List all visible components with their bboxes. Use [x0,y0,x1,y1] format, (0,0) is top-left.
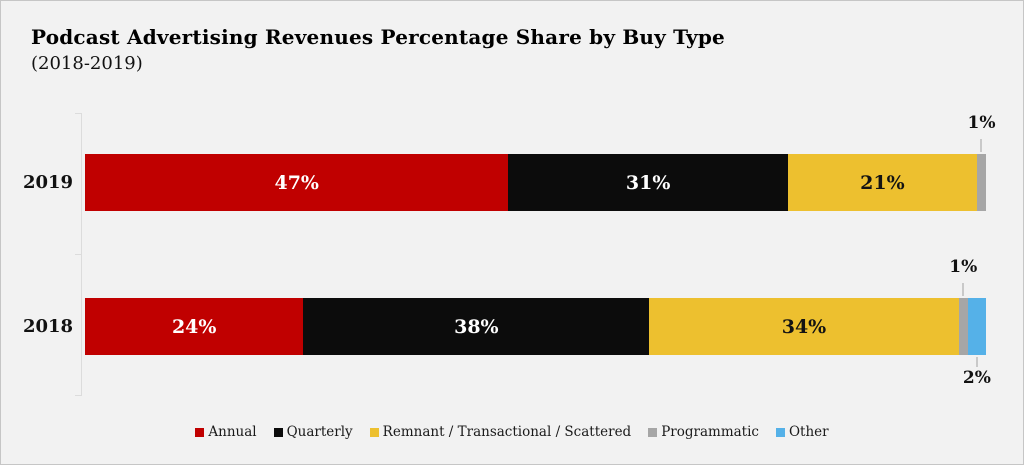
legend-label: Quarterly [286,424,353,440]
bar-segment-other-2018 [967,298,986,355]
legend-item-quarterly: Quarterly [273,424,353,440]
bar-segment-annual-2018: 24% [85,298,304,355]
segment-value-label: 24% [171,315,217,338]
legend-label: Remnant / Transactional / Scattered [382,424,632,440]
chart-subtitle: (2018-2019) [31,53,143,74]
bar-segment-programmatic-2018 [958,298,968,355]
bar-segment-quarterly-2018: 38% [303,298,650,355]
segment-value-label: 31% [625,171,671,194]
legend: Annual Quarterly Remnant / Transactional /… [1,421,1023,443]
y-axis-tick-bottom [75,395,82,396]
bar-segment-programmatic-2019 [976,154,986,211]
legend-item-annual: Annual [195,424,257,440]
leader-line [962,283,965,296]
legend-item-other: Other [775,424,829,440]
legend-item-remnant-transactional-scattered: Remnant / Transactional / Scattered [369,424,632,440]
bar-segment-quarterly-2019: 31% [508,154,788,211]
bar-segment-remnant-transactional-scattered-2019: 21% [787,154,977,211]
segment-value-label: 34% [781,315,827,338]
legend-label: Programmatic [661,424,759,440]
y-axis-tick-mid [75,254,82,255]
segment-value-label-below-2018: 2% [962,368,991,388]
legend-swatch-icon [369,427,379,437]
category-label-2019: 2019 [22,171,74,193]
legend-item-programmatic: Programmatic [648,424,759,440]
legend-swatch-icon [273,427,283,437]
legend-swatch-icon [775,427,785,437]
leader-line [980,139,983,152]
bar-segment-annual-2019: 47% [85,154,509,211]
segment-value-label: 38% [454,315,499,338]
segment-value-label-above-2018: 1% [949,257,978,277]
segment-value-label-above-2019: 1% [967,113,996,133]
bar-segment-remnant-transactional-scattered-2018: 34% [649,298,959,355]
category-label-2018: 2018 [22,315,74,337]
bar-row-2019: 47% 31% 21% [85,154,986,211]
segment-value-label: 47% [274,171,319,194]
legend-swatch-icon [648,427,658,437]
legend-label: Annual [208,424,257,440]
y-axis-tick-top [75,113,82,114]
legend-swatch-icon [195,427,205,437]
leader-line [975,357,978,367]
bar-row-2018: 24% 38% 34% [85,298,986,355]
legend-label: Other [788,424,829,440]
segment-value-label: 21% [860,171,905,194]
chart-title: Podcast Advertising Revenues Percentage … [31,25,725,49]
